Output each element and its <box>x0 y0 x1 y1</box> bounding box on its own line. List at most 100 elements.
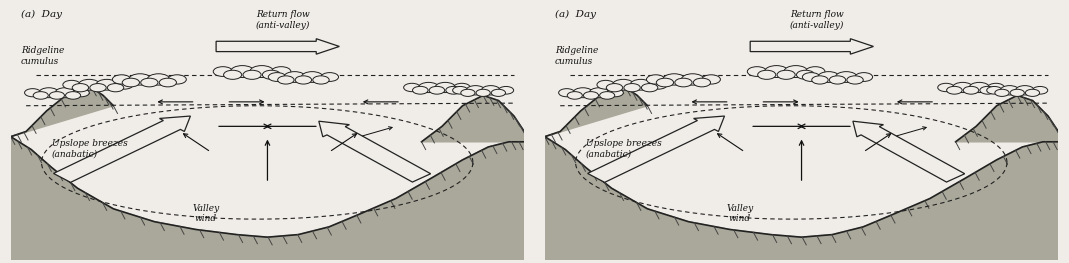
Circle shape <box>947 86 962 94</box>
Circle shape <box>73 89 90 97</box>
FancyArrow shape <box>319 121 431 182</box>
Text: (a)  Day: (a) Day <box>555 10 597 19</box>
Circle shape <box>803 73 820 82</box>
Circle shape <box>107 84 124 92</box>
Circle shape <box>498 87 513 94</box>
Circle shape <box>128 74 152 85</box>
Circle shape <box>647 75 665 84</box>
Circle shape <box>418 82 438 93</box>
Circle shape <box>33 92 48 99</box>
Circle shape <box>818 72 839 82</box>
Circle shape <box>492 89 506 97</box>
Circle shape <box>988 83 1004 92</box>
Circle shape <box>847 76 864 84</box>
Circle shape <box>573 88 593 98</box>
Circle shape <box>607 89 623 97</box>
Circle shape <box>90 84 106 92</box>
Polygon shape <box>956 95 1058 142</box>
Circle shape <box>597 80 615 89</box>
Circle shape <box>747 67 766 77</box>
Circle shape <box>413 86 428 94</box>
Circle shape <box>38 88 59 98</box>
Circle shape <box>313 76 329 84</box>
Circle shape <box>613 79 634 90</box>
Circle shape <box>404 83 420 92</box>
Circle shape <box>836 72 857 82</box>
Circle shape <box>663 74 685 85</box>
Circle shape <box>600 92 615 99</box>
Circle shape <box>321 73 339 82</box>
Circle shape <box>453 83 470 92</box>
Circle shape <box>656 78 673 87</box>
Polygon shape <box>11 85 113 137</box>
Circle shape <box>243 70 261 79</box>
Circle shape <box>952 82 973 93</box>
Circle shape <box>630 79 652 90</box>
Circle shape <box>435 82 455 93</box>
Text: Upslope breezes
(anabatic): Upslope breezes (anabatic) <box>586 139 662 159</box>
Circle shape <box>223 70 242 79</box>
Circle shape <box>784 65 808 78</box>
Circle shape <box>481 86 500 95</box>
Circle shape <box>452 87 468 94</box>
Circle shape <box>78 79 99 90</box>
FancyArrow shape <box>588 116 725 182</box>
Circle shape <box>301 72 323 82</box>
Circle shape <box>606 84 623 92</box>
Circle shape <box>272 67 291 77</box>
FancyArrow shape <box>750 39 873 54</box>
Circle shape <box>758 70 776 79</box>
Circle shape <box>122 78 139 87</box>
Circle shape <box>568 92 583 99</box>
Circle shape <box>213 67 233 77</box>
Circle shape <box>1001 86 1019 95</box>
Text: Valley
wind: Valley wind <box>726 204 754 223</box>
Circle shape <box>681 74 704 85</box>
Circle shape <box>963 86 979 94</box>
Text: (a)  Day: (a) Day <box>21 10 62 19</box>
Circle shape <box>466 86 485 95</box>
Text: Ridgeline
cumulus: Ridgeline cumulus <box>555 47 599 66</box>
Text: Ridgeline
cumulus: Ridgeline cumulus <box>21 47 64 66</box>
Circle shape <box>65 92 80 99</box>
Circle shape <box>855 73 872 82</box>
Circle shape <box>231 65 254 78</box>
Circle shape <box>73 84 89 92</box>
Circle shape <box>446 86 462 94</box>
Circle shape <box>806 67 825 77</box>
FancyArrow shape <box>853 121 964 182</box>
Circle shape <box>284 72 306 82</box>
Circle shape <box>641 84 657 92</box>
Circle shape <box>141 78 158 87</box>
Circle shape <box>764 65 788 78</box>
Text: Valley
wind: Valley wind <box>192 204 219 223</box>
Circle shape <box>461 89 475 97</box>
Circle shape <box>148 74 170 85</box>
Text: Upslope breezes
(anabatic): Upslope breezes (anabatic) <box>51 139 127 159</box>
Circle shape <box>675 78 692 87</box>
Circle shape <box>980 86 995 94</box>
Polygon shape <box>545 137 1058 260</box>
Circle shape <box>702 75 721 84</box>
FancyArrow shape <box>53 116 190 182</box>
Circle shape <box>1033 87 1048 94</box>
Circle shape <box>49 92 64 99</box>
Circle shape <box>159 78 176 87</box>
Circle shape <box>56 88 75 98</box>
Circle shape <box>970 82 990 93</box>
FancyArrow shape <box>216 39 339 54</box>
Circle shape <box>987 87 1002 94</box>
Text: Return flow
(anti-valley): Return flow (anti-valley) <box>255 10 310 30</box>
Circle shape <box>650 80 667 89</box>
Circle shape <box>1025 89 1039 97</box>
Circle shape <box>1010 89 1024 97</box>
Circle shape <box>559 89 575 97</box>
Circle shape <box>589 88 609 98</box>
Circle shape <box>938 83 955 92</box>
Circle shape <box>25 89 41 97</box>
Circle shape <box>995 89 1009 97</box>
Circle shape <box>262 70 280 79</box>
Circle shape <box>476 89 491 97</box>
Circle shape <box>63 80 80 89</box>
Circle shape <box>811 76 828 84</box>
